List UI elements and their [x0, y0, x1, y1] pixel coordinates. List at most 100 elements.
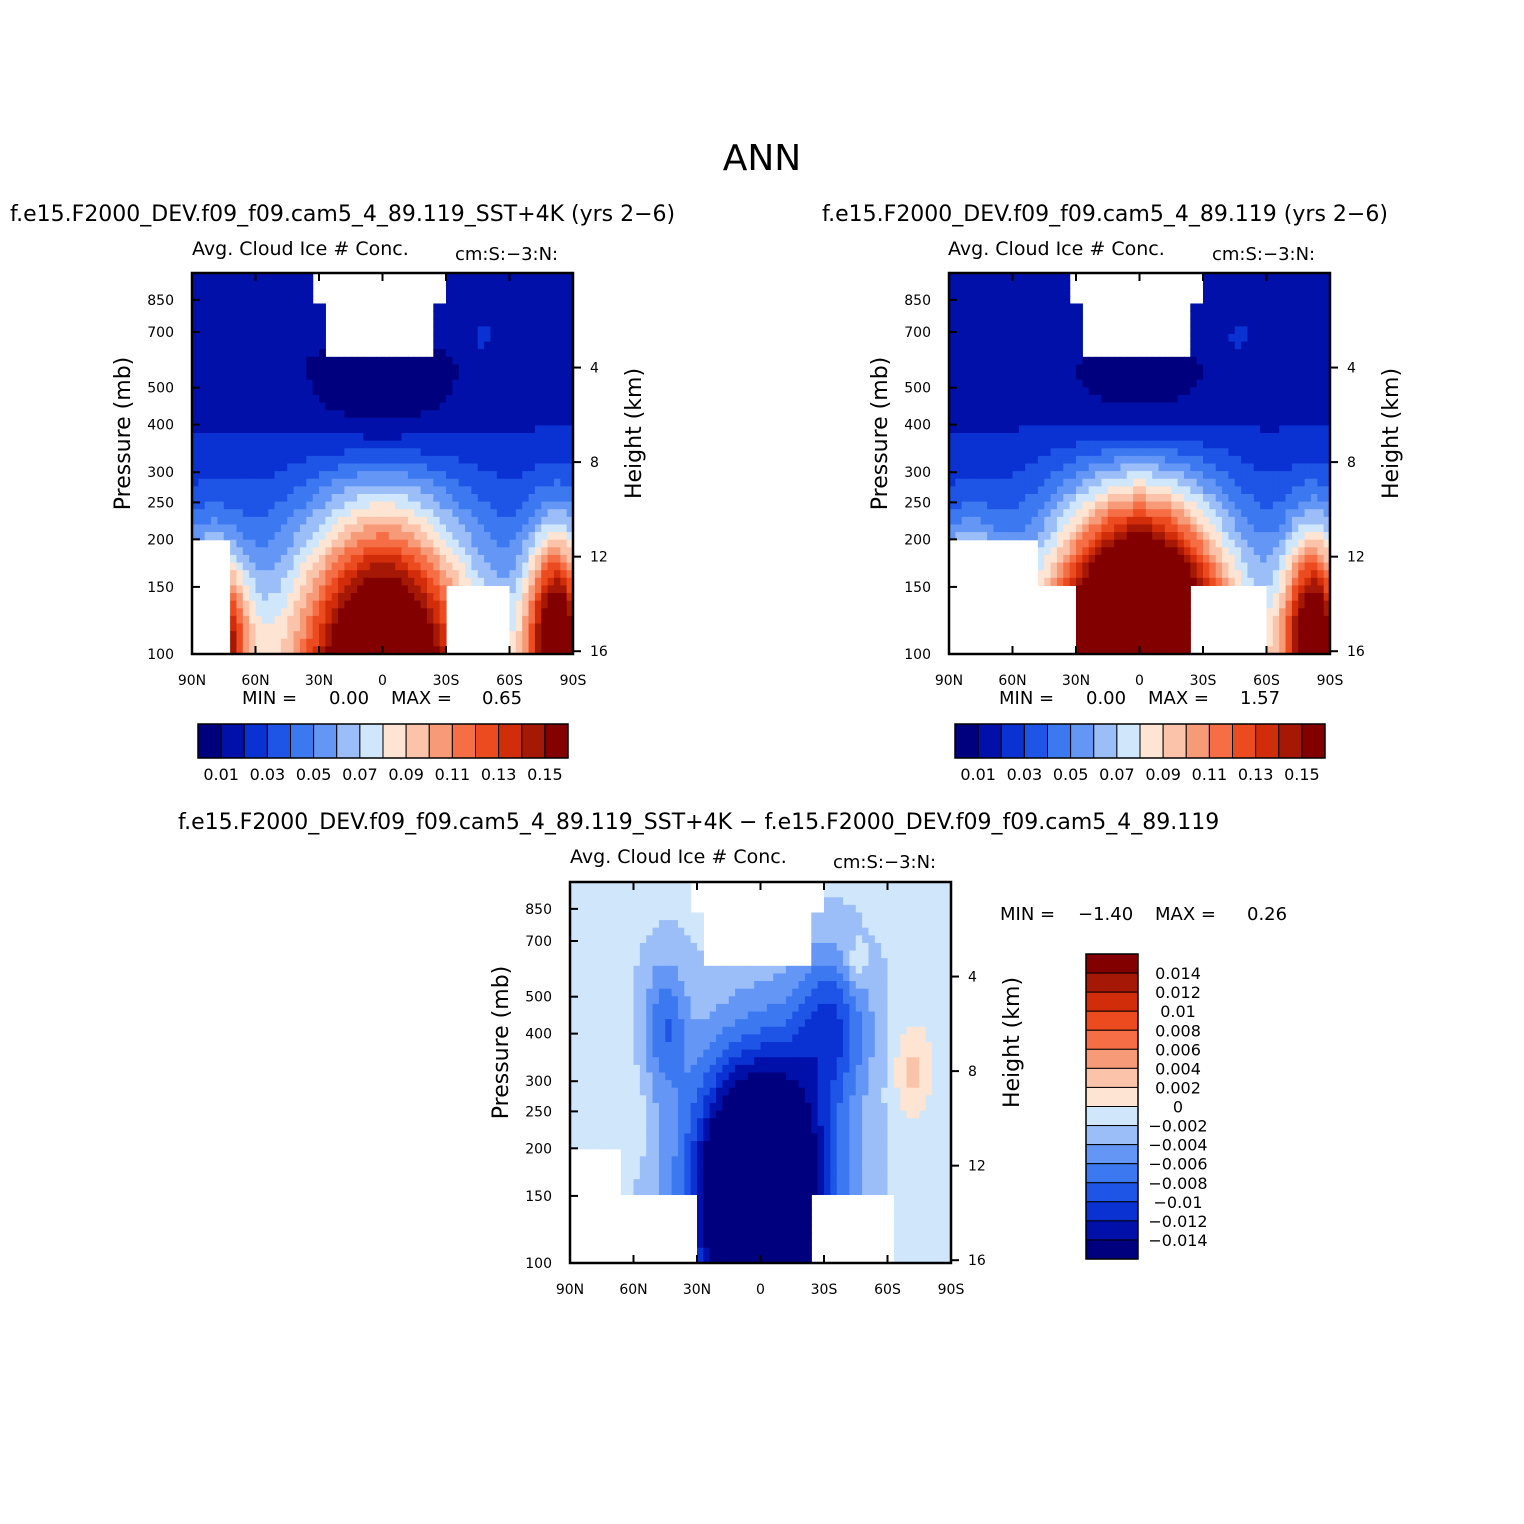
contour-cell	[268, 638, 276, 647]
contour-cell	[1291, 372, 1299, 381]
contour-cell	[1018, 280, 1026, 289]
contour-cell	[980, 387, 988, 396]
contour-cell	[1139, 478, 1147, 487]
contour-cell	[1145, 585, 1153, 594]
contour-cell	[1222, 577, 1229, 587]
contour-cell	[439, 608, 447, 617]
contour-cell	[261, 349, 269, 358]
contour-cell	[955, 394, 963, 404]
contour-cell	[1025, 471, 1033, 480]
contour-cell	[541, 585, 549, 594]
contour-cell	[293, 333, 301, 343]
contour-cell	[1196, 303, 1204, 312]
contour-cell	[211, 349, 218, 358]
contour-cell	[553, 593, 561, 602]
contour-cell	[1056, 372, 1064, 381]
contour-cell	[1291, 554, 1299, 564]
contour-cell	[1107, 433, 1115, 442]
contour-cell	[509, 440, 517, 449]
contour-cell	[255, 463, 263, 472]
contour-cell	[236, 425, 244, 434]
contour-cell	[331, 379, 339, 388]
contour-cell	[1253, 288, 1261, 297]
contour-cell	[338, 501, 345, 510]
contour-cell	[426, 509, 434, 518]
contour-cell	[534, 387, 542, 396]
contour-cell	[363, 509, 371, 518]
contour-cell	[287, 593, 295, 602]
contour-cell	[388, 417, 396, 426]
contour-cell	[376, 417, 384, 426]
contour-cell	[1095, 463, 1102, 472]
contour-cell	[249, 349, 257, 358]
contour-cell	[338, 493, 345, 503]
contour-cell	[344, 463, 352, 472]
contour-cell	[357, 631, 365, 640]
contour-cell	[1222, 463, 1229, 472]
contour-cell	[1126, 600, 1134, 609]
contour-cell	[560, 448, 568, 457]
contour-cell	[980, 372, 988, 381]
contour-cell	[204, 402, 212, 411]
contour-cell	[1076, 356, 1083, 366]
contour-cell	[338, 585, 345, 594]
contour-cell	[974, 372, 982, 381]
contour-cell	[968, 303, 975, 312]
contour-cell	[325, 501, 333, 510]
contour-cell	[993, 417, 1001, 426]
contour-cell	[268, 288, 276, 297]
contour-cell	[1310, 493, 1318, 503]
contour-cell	[1304, 326, 1312, 335]
contour-cell	[433, 600, 441, 609]
contour-cell	[1120, 608, 1128, 617]
contour-cell	[1222, 547, 1229, 556]
contour-cell	[1171, 516, 1179, 526]
contour-cell	[496, 463, 504, 472]
contour-cell	[503, 539, 511, 548]
contour-cell	[1291, 501, 1299, 510]
contour-cell	[1069, 349, 1077, 358]
contour-cell	[534, 478, 542, 487]
contour-cell	[1037, 486, 1045, 495]
contour-cell	[1215, 303, 1223, 312]
contour-cell	[509, 433, 517, 442]
contour-cell	[293, 455, 301, 465]
contour-cell	[528, 471, 536, 480]
contour-cell	[1228, 524, 1236, 533]
contour-cell	[1222, 570, 1229, 579]
contour-cell	[496, 387, 504, 396]
contour-cell	[1120, 600, 1128, 609]
contour-cell	[528, 509, 536, 518]
contour-cell	[1145, 547, 1153, 556]
contour-cell	[204, 387, 212, 396]
contour-cell	[1095, 547, 1102, 556]
contour-cell	[369, 356, 377, 366]
contour-cell	[1107, 364, 1115, 373]
contour-cell	[1069, 433, 1077, 442]
contour-cell	[198, 478, 206, 487]
contour-cell	[401, 524, 409, 533]
contour-cell	[949, 524, 956, 533]
contour-cell	[268, 478, 276, 487]
contour-cell	[1031, 524, 1039, 533]
contour-cell	[1056, 493, 1064, 503]
contour-cell	[1107, 356, 1115, 366]
contour-cell	[471, 539, 479, 548]
contour-cell	[553, 433, 561, 442]
contour-cell	[1095, 532, 1102, 541]
contour-cell	[338, 463, 345, 472]
contour-cell	[192, 364, 199, 373]
contour-cell	[312, 646, 320, 655]
contour-cell	[1044, 341, 1052, 350]
contour-cell	[528, 394, 536, 404]
contour-cell	[1114, 600, 1122, 609]
contour-cell	[1044, 410, 1052, 419]
contour-cell	[509, 356, 517, 366]
contour-cell	[1285, 364, 1293, 373]
contour-cell	[357, 463, 365, 472]
contour-cell	[306, 448, 314, 457]
contour-cell	[325, 577, 333, 587]
contour-cell	[357, 448, 365, 457]
contour-cell	[1082, 600, 1090, 609]
